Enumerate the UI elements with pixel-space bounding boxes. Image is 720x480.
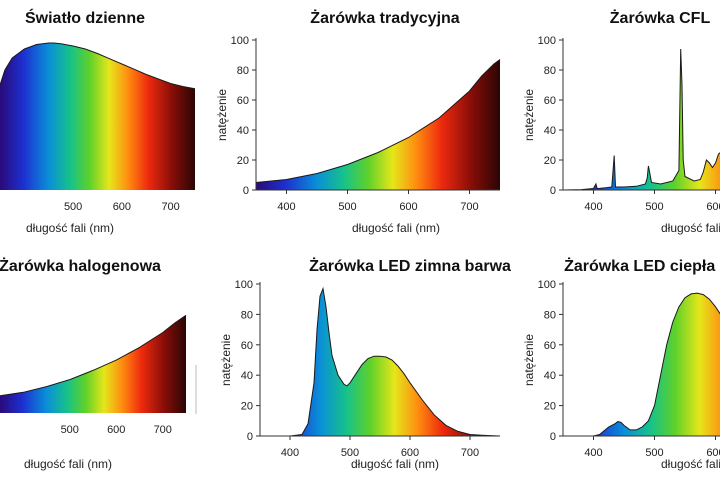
chart-panel: 0 20 40 60 80 100 400 500 600 700 Żarówka tradycyj…	[215, 9, 501, 235]
x-tick-label: 500	[64, 201, 82, 213]
x-tick-label: 700	[460, 201, 478, 213]
y-tick-label: 100	[235, 279, 253, 291]
x-axis-label: długość fali (nm)	[661, 221, 720, 235]
y-tick-label: 0	[243, 185, 249, 197]
x-tick-label: 600	[706, 201, 720, 213]
chart-panel: 500 600 700 Światło dzienne długość fali (nm…	[0, 8, 196, 235]
spectrum-line	[260, 286, 501, 437]
y-tick-label: 40	[544, 370, 556, 382]
y-axis-label: natężenie	[215, 89, 229, 141]
x-tick-label: 700	[461, 447, 479, 459]
chart-panel: 0 20 40 60 80 100 400 500 600 Żarówka CFL długość …	[522, 9, 720, 235]
chart-title: Żarówka CFL	[610, 9, 711, 27]
x-axis-label: długość fali (nm)	[351, 457, 439, 471]
x-axis-label: długość fali (nm)	[661, 457, 720, 471]
x-tick-label: 600	[107, 424, 125, 436]
x-tick-label: 600	[706, 447, 720, 459]
x-tick-label: 500	[341, 447, 359, 459]
x-tick-label: 600	[401, 447, 419, 459]
x-tick-label: 700	[161, 201, 179, 213]
y-tick-label: 80	[544, 309, 556, 321]
spectrum-area	[0, 43, 195, 190]
x-tick-label: 600	[113, 201, 131, 213]
y-axis-label: natężenie	[219, 334, 233, 386]
y-tick-label: 60	[241, 340, 253, 352]
chart-panel: 0 20 40 60 80 100 400 500 600 Żarówka LED ciepła …	[522, 257, 720, 471]
spectrum-area	[260, 288, 500, 436]
spectrum-area	[256, 59, 500, 190]
y-tick-label: 80	[241, 309, 253, 321]
spectrum-line	[0, 314, 187, 397]
chart-title: Żarówka halogenowa	[0, 257, 161, 275]
y-tick-label: 40	[237, 125, 249, 137]
y-tick-label: 40	[544, 125, 556, 137]
y-tick-label: 0	[550, 185, 556, 197]
y-tick-label: 100	[231, 35, 249, 47]
x-tick-label: 500	[645, 447, 663, 459]
x-tick-label: 400	[584, 201, 602, 213]
spectrum-area	[563, 293, 720, 436]
y-tick-label: 100	[538, 279, 556, 291]
y-tick-label: 20	[241, 401, 253, 413]
spectrum-area	[563, 49, 720, 190]
spectrum-line	[562, 48, 720, 191]
y-tick-label: 20	[544, 155, 556, 167]
spectrum-area	[0, 315, 186, 413]
x-axis-label: długość fali (nm)	[26, 221, 114, 235]
chart-title: Światło dzienne	[25, 8, 145, 27]
chart-panel: 500 600 700 Żarówka halogenowa długość fali …	[0, 257, 187, 471]
y-axis-label: natężenie	[522, 334, 536, 386]
y-tick-label: 60	[237, 95, 249, 107]
y-tick-label: 60	[544, 95, 556, 107]
y-tick-label: 60	[544, 340, 556, 352]
x-tick-label: 500	[645, 201, 663, 213]
y-tick-label: 0	[247, 431, 253, 443]
chart-panel: 0 20 40 60 80 100 400 500 600 700 Żarówka LED zimn…	[219, 257, 511, 471]
spectrum-line	[563, 292, 720, 437]
spectrum-line	[0, 42, 196, 90]
chart-title: Żarówka tradycyjna	[310, 9, 460, 27]
x-tick-label: 400	[281, 447, 299, 459]
x-tick-label: 400	[277, 201, 295, 213]
x-tick-label: 700	[154, 424, 172, 436]
x-tick-label: 400	[584, 447, 602, 459]
y-axis-label: natężenie	[522, 89, 536, 141]
x-tick-label: 500	[61, 424, 79, 436]
spectrum-line	[255, 59, 501, 183]
y-tick-label: 0	[550, 431, 556, 443]
x-axis-label: długość fali (nm)	[24, 457, 112, 471]
chart-title: Żarówka LED ciepła barwa	[564, 257, 720, 275]
y-tick-label: 80	[237, 65, 249, 77]
y-tick-label: 20	[237, 155, 249, 167]
y-tick-label: 100	[538, 35, 556, 47]
chart-title: Żarówka LED zimna barwa	[309, 257, 511, 275]
y-tick-label: 20	[544, 401, 556, 413]
y-tick-label: 80	[544, 65, 556, 77]
x-tick-label: 500	[338, 201, 356, 213]
x-axis-label: długość fali (nm)	[352, 221, 440, 235]
x-tick-label: 600	[399, 201, 417, 213]
y-tick-label: 40	[241, 370, 253, 382]
